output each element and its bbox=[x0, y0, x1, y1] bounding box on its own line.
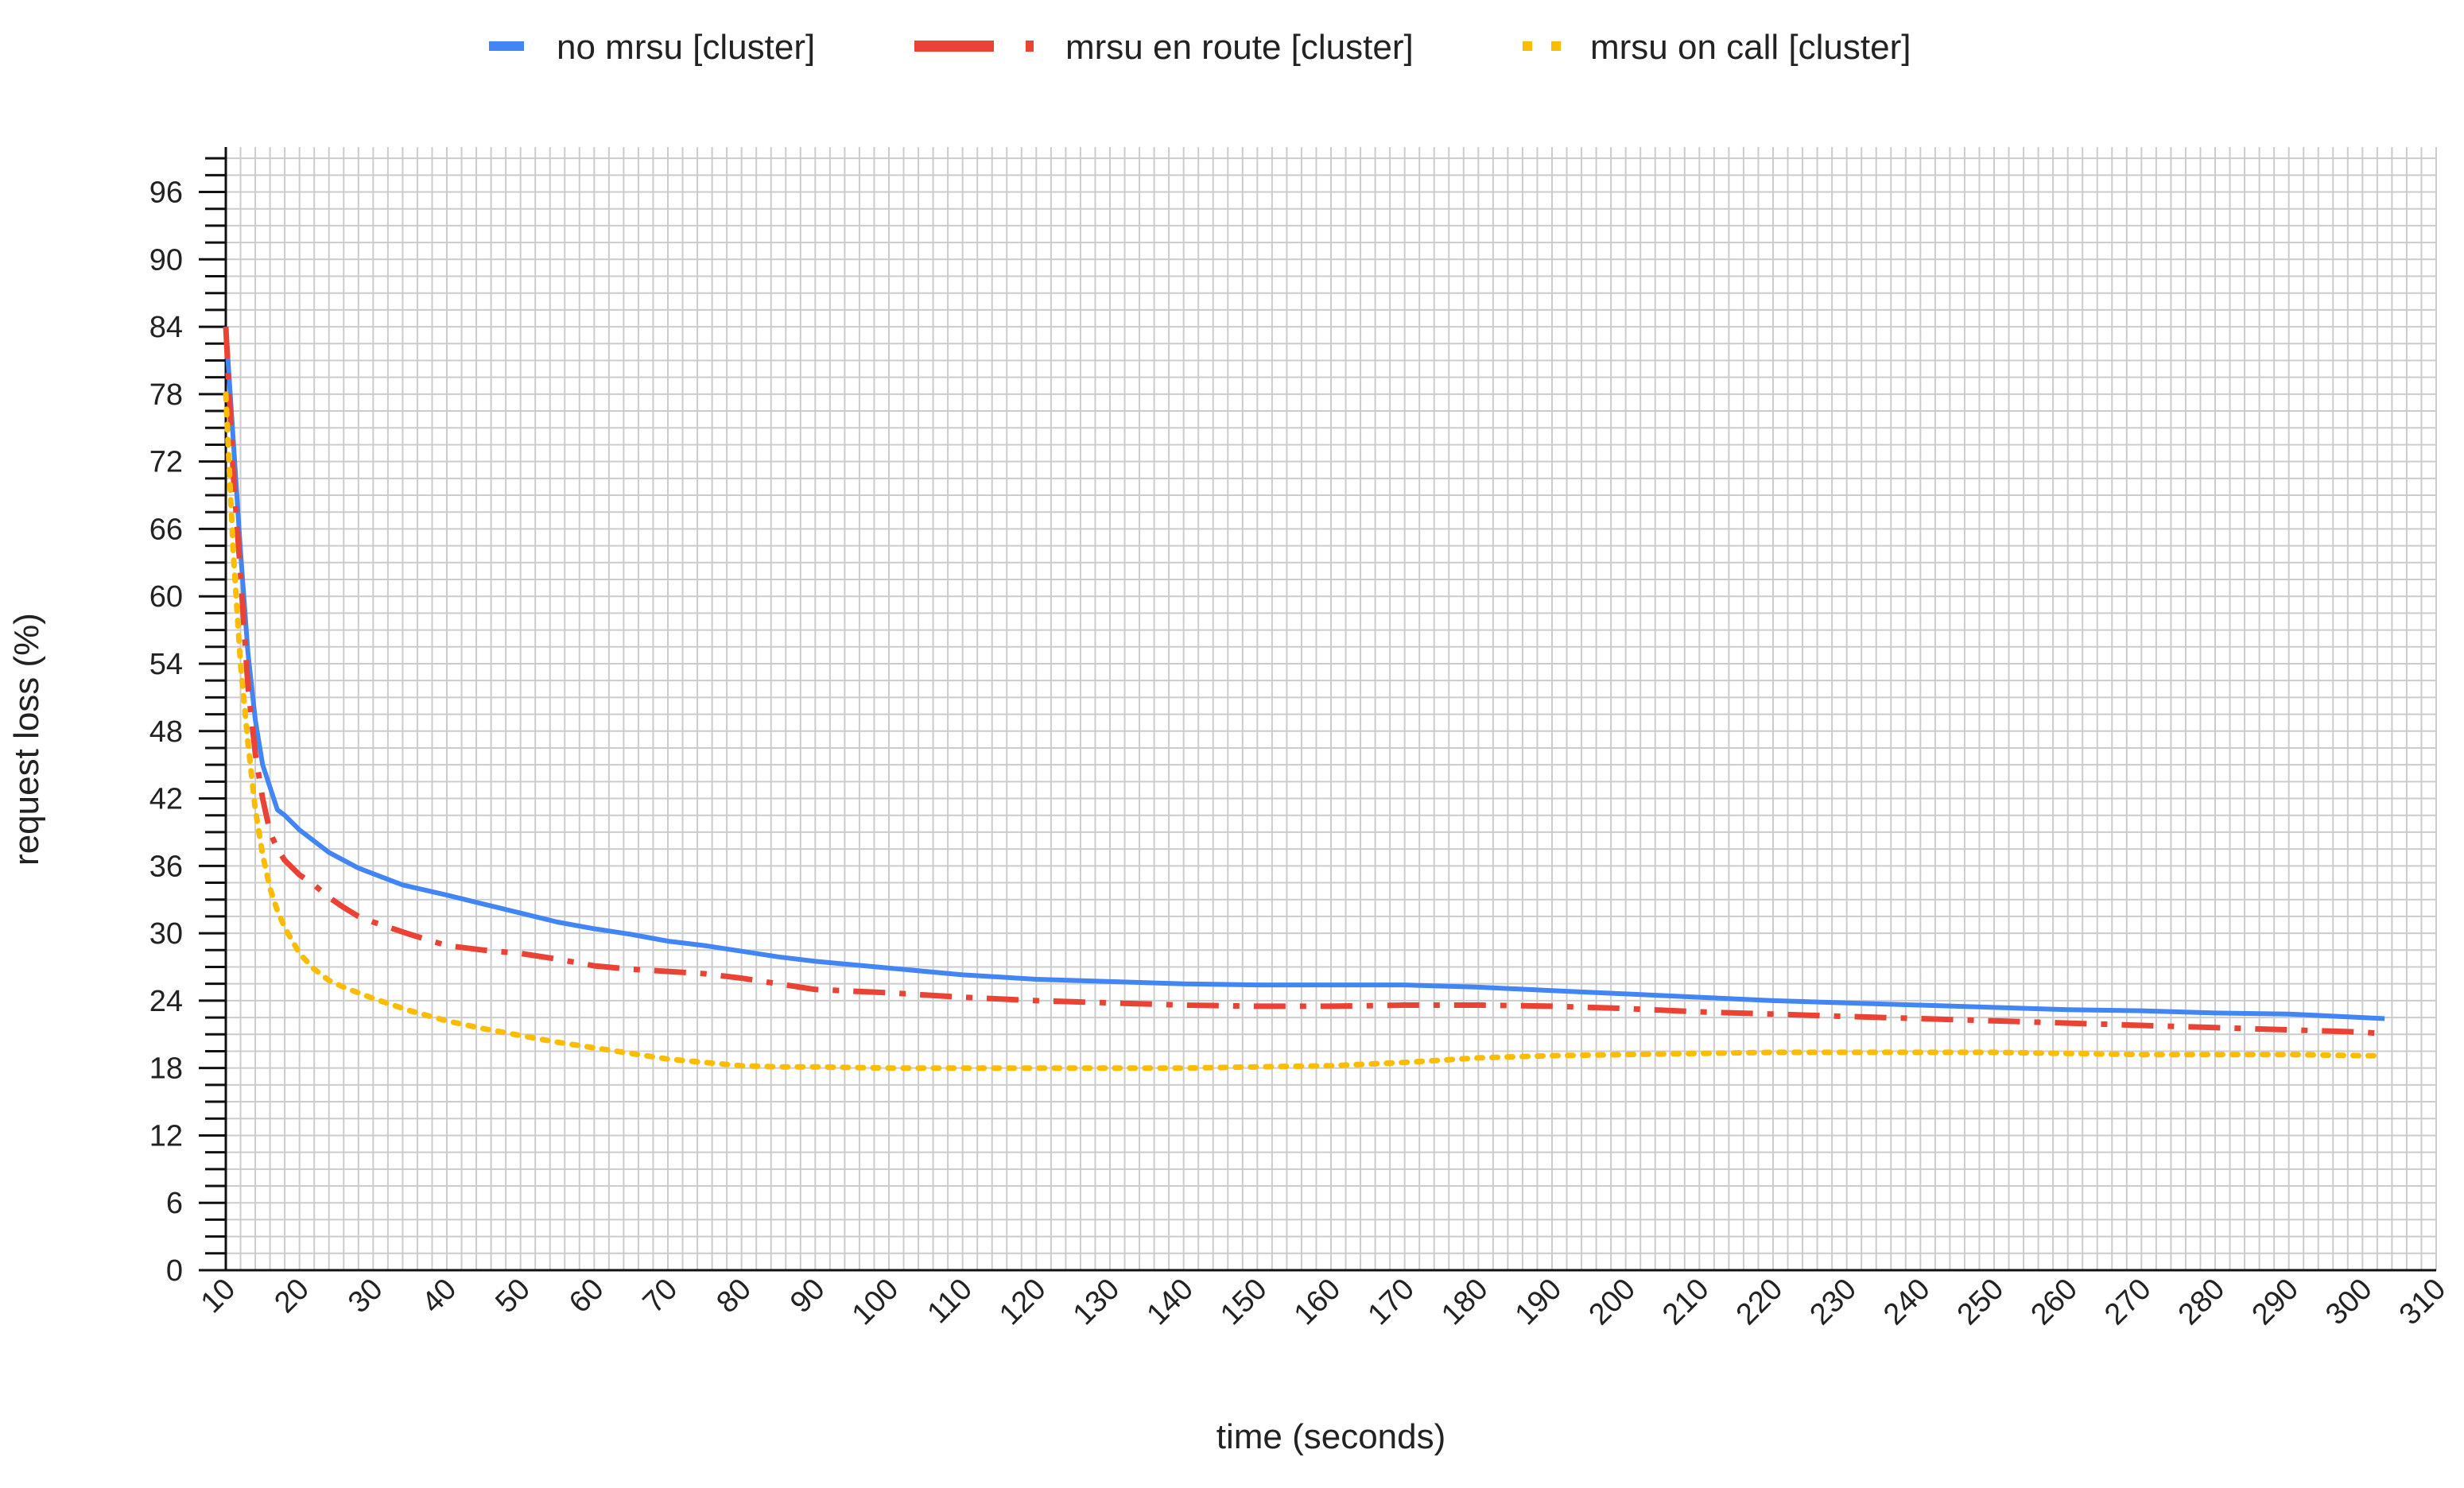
x-tick-label: 40 bbox=[416, 1273, 464, 1320]
y-tick-label: 18 bbox=[149, 1052, 183, 1086]
y-tick-label: 72 bbox=[149, 446, 183, 479]
y-tick-label: 96 bbox=[149, 176, 183, 210]
x-tick-label: 310 bbox=[2393, 1273, 2453, 1332]
x-tick-label: 170 bbox=[1361, 1273, 1421, 1332]
x-tick-label: 190 bbox=[1509, 1273, 1569, 1332]
y-tick-label: 78 bbox=[149, 378, 183, 412]
y-tick-label: 60 bbox=[149, 580, 183, 614]
x-tick-label: 200 bbox=[1582, 1273, 1642, 1332]
x-tick-label: 90 bbox=[784, 1273, 832, 1320]
x-tick-label: 80 bbox=[710, 1273, 758, 1320]
x-tick-label: 280 bbox=[2172, 1273, 2232, 1332]
x-tick-label: 110 bbox=[921, 1273, 979, 1331]
x-axis-title: time (seconds) bbox=[1216, 1417, 1446, 1456]
x-tick-label: 70 bbox=[637, 1273, 685, 1320]
x-tick-label: 250 bbox=[1951, 1273, 2011, 1332]
x-tick-label: 180 bbox=[1435, 1273, 1495, 1332]
x-tick-label: 210 bbox=[1656, 1273, 1716, 1332]
x-tick-label: 20 bbox=[268, 1273, 316, 1320]
series-line-2 bbox=[223, 326, 2378, 1037]
x-tick-label: 220 bbox=[1730, 1273, 1790, 1332]
x-tick-label: 270 bbox=[2098, 1273, 2158, 1332]
x-tick-label: 230 bbox=[1803, 1273, 1863, 1332]
y-tick-label: 24 bbox=[149, 985, 183, 1018]
x-tick-label: 50 bbox=[489, 1273, 537, 1320]
series-line-1 bbox=[223, 326, 2385, 1021]
y-tick-label: 30 bbox=[149, 917, 183, 951]
y-tick-label: 84 bbox=[149, 311, 183, 344]
y-tick-label: 48 bbox=[149, 715, 183, 749]
y-tick-label: 54 bbox=[149, 648, 183, 681]
legend-item-1: no mrsu [cluster] bbox=[489, 28, 815, 67]
legend-item-3: mrsu on call [cluster] bbox=[1523, 28, 1911, 67]
x-tick-label: 260 bbox=[2024, 1273, 2084, 1332]
x-tick-label: 130 bbox=[1067, 1273, 1127, 1332]
x-tick-label: 150 bbox=[1214, 1273, 1274, 1332]
x-tick-label: 240 bbox=[1877, 1273, 1937, 1332]
y-tick-label: 6 bbox=[166, 1187, 183, 1220]
x-tick-label: 140 bbox=[1140, 1273, 1200, 1332]
y-tick-label: 36 bbox=[149, 850, 183, 883]
x-tick-label: 160 bbox=[1288, 1273, 1348, 1332]
x-tick-label: 300 bbox=[2319, 1273, 2379, 1332]
series-layer bbox=[223, 326, 2385, 1071]
y-tick-label: 90 bbox=[149, 243, 183, 277]
x-tick-label: 290 bbox=[2245, 1273, 2305, 1332]
legend-label: mrsu on call [cluster] bbox=[1590, 28, 1911, 67]
legend-label: mrsu en route [cluster] bbox=[1065, 28, 1414, 67]
y-tick-label: 66 bbox=[149, 513, 183, 546]
y-tick-label: 12 bbox=[149, 1119, 183, 1153]
y-tick-label: 0 bbox=[166, 1254, 183, 1288]
legend-item-2: mrsu en route [cluster] bbox=[914, 28, 1414, 67]
x-tick-label: 30 bbox=[342, 1273, 390, 1320]
x-tick-label: 10 bbox=[195, 1273, 243, 1320]
series-line-3 bbox=[223, 391, 2381, 1071]
x-tick-label: 100 bbox=[846, 1273, 906, 1332]
legend-label: no mrsu [cluster] bbox=[557, 28, 815, 67]
x-tick-label: 120 bbox=[993, 1273, 1053, 1332]
y-tick-label: 42 bbox=[149, 783, 183, 816]
y-axis-title: request loss (%) bbox=[7, 613, 46, 866]
grid bbox=[225, 147, 2437, 1271]
x-tick-label: 60 bbox=[563, 1273, 611, 1320]
legend: no mrsu [cluster] mrsu en route [cluster]… bbox=[489, 28, 1911, 67]
